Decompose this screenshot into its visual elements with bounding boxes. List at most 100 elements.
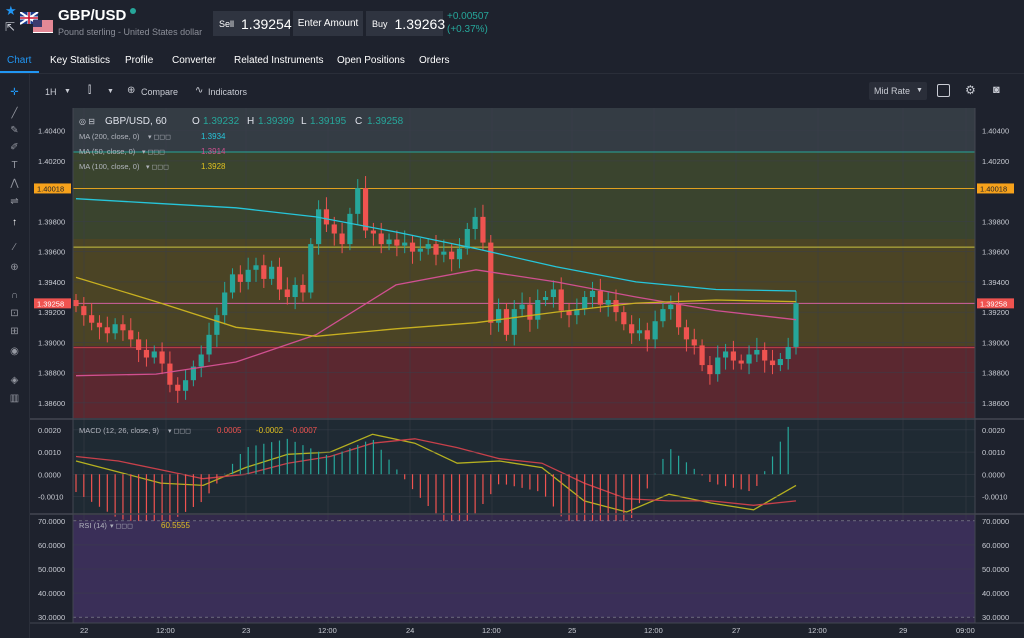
ruler-icon[interactable]: ∕ xyxy=(13,242,16,253)
candle-body xyxy=(245,269,251,282)
tab-related-instruments[interactable]: Related Instruments xyxy=(234,55,324,66)
price-tick-right: 1.40200 xyxy=(982,157,1009,166)
lock-icon[interactable]: ⊞ xyxy=(10,326,19,337)
price-tick-left: 1.39600 xyxy=(38,248,65,257)
ma100-label[interactable]: MA (100, close, 0) xyxy=(79,162,140,171)
time-tick: 29 xyxy=(899,626,907,635)
candle-body xyxy=(253,265,259,270)
pattern-icon[interactable]: ⋀ xyxy=(10,178,19,189)
chevron-down-icon[interactable]: ▾ ◻◻◻ xyxy=(110,523,133,530)
trend-line-icon[interactable]: ╱ xyxy=(11,108,18,119)
brush-icon[interactable]: ✎ xyxy=(10,125,19,136)
lock-icon[interactable]: ⊡ xyxy=(10,308,19,319)
ma50-label[interactable]: MA (50, close, 0) xyxy=(79,147,136,156)
price-badge-label: 1.40018 xyxy=(980,184,1007,193)
candle-body xyxy=(425,244,431,249)
interval-select[interactable]: 1H xyxy=(45,87,57,97)
candle-body xyxy=(206,334,212,355)
candle-body xyxy=(676,304,682,328)
price-badge xyxy=(34,183,71,194)
tab-bar: Chart Key Statistics Profile Converter R… xyxy=(0,48,1024,74)
rsi-tick-right: 70.0000 xyxy=(982,517,1009,526)
trash-icon[interactable]: ▥ xyxy=(9,393,20,404)
star-icon[interactable]: ★ xyxy=(5,3,17,18)
rsi-tick-left: 30.0000 xyxy=(38,613,65,622)
rsi-value: 60.5555 xyxy=(161,521,190,530)
legend-high-label: H xyxy=(247,116,254,127)
eye-icon[interactable]: ◉ xyxy=(10,346,19,357)
tab-open-positions[interactable]: Open Positions xyxy=(337,55,405,66)
magnet-icon[interactable]: ∩ xyxy=(10,290,19,301)
crosshair-icon[interactable]: ✛ xyxy=(10,87,19,98)
rsi-label[interactable]: RSI (14) xyxy=(79,521,107,530)
gear-icon[interactable]: ⚙ xyxy=(965,83,976,97)
buy-button[interactable]: Buy 1.39263 xyxy=(366,11,445,36)
market-open-dot xyxy=(130,8,136,14)
price-badge xyxy=(977,183,1014,194)
chevron-down-icon[interactable]: ▾ ◻◻◻ xyxy=(148,134,171,141)
candle-body xyxy=(722,351,729,358)
brush-icon[interactable]: ✐ xyxy=(10,142,19,153)
candle-body xyxy=(284,289,290,298)
rsi-tick-right: 50.0000 xyxy=(982,565,1009,574)
time-tick: 23 xyxy=(242,626,250,635)
indicators-button[interactable]: Indicators xyxy=(208,87,248,97)
candle-body xyxy=(229,274,236,293)
candle-body xyxy=(574,309,580,316)
candle-body xyxy=(589,290,596,298)
chevron-down-icon[interactable]: ▾ ◻◻◻ xyxy=(146,164,169,171)
price-tick-right: 1.39400 xyxy=(982,278,1009,287)
layers-icon[interactable]: ◈ xyxy=(10,375,19,386)
chevron-down-icon[interactable]: ▾ ◻◻◻ xyxy=(142,149,165,156)
tab-converter[interactable]: Converter xyxy=(172,55,216,66)
price-tick-left: 1.39800 xyxy=(38,217,65,226)
chart-area[interactable]: 1.40018 1.40018 1.39258 1.39258 0.0020 0.002… xyxy=(30,108,1024,638)
tab-profile[interactable]: Profile xyxy=(125,55,154,66)
legend-close: 1.39258 xyxy=(367,116,404,127)
ma200-label[interactable]: MA (200, close, 0) xyxy=(79,132,140,141)
indicators-icon[interactable]: ∿ xyxy=(195,85,204,96)
macd-label[interactable]: MACD (12, 26, close, 9) xyxy=(79,426,160,435)
zoom-icon[interactable]: ⊕ xyxy=(10,262,19,273)
candle-body xyxy=(542,297,549,301)
price-mode-select[interactable]: Mid Rate ▼ xyxy=(869,82,927,100)
enter-amount-button[interactable]: Enter Amount xyxy=(293,11,363,36)
chevron-down-icon[interactable]: ▾ ◻◻◻ xyxy=(168,428,191,435)
fullscreen-icon[interactable] xyxy=(937,84,950,97)
legend-low-label: L xyxy=(301,116,307,127)
candle-body xyxy=(89,315,95,323)
candle-body xyxy=(402,242,408,246)
tab-orders[interactable]: Orders xyxy=(419,55,450,66)
arrow-icon[interactable]: ↑ xyxy=(12,217,17,228)
price-tick-right: 1.39600 xyxy=(982,248,1009,257)
chevron-down-icon[interactable]: ▼ xyxy=(64,88,71,95)
chevron-down-icon[interactable]: ▼ xyxy=(107,88,114,95)
candle-body xyxy=(261,265,267,279)
rsi-tick-left: 50.0000 xyxy=(38,565,65,574)
share-icon[interactable]: ⇱ xyxy=(5,20,16,34)
chart-legend: ◎ ⊟ GBP/USD, 60 O 1.39232 H 1.39399 L 1.… xyxy=(79,116,404,530)
candle-type-icon[interactable]: ⫿ xyxy=(88,85,92,96)
measure-icon[interactable]: ⇌ xyxy=(10,196,19,207)
compare-button[interactable]: Compare xyxy=(141,87,179,97)
candle-body xyxy=(456,248,463,260)
time-tick: 12:00 xyxy=(156,626,175,635)
candle-body xyxy=(644,330,650,340)
time-tick: 12:00 xyxy=(318,626,337,635)
legend-open: 1.39232 xyxy=(203,116,240,127)
tab-key-statistics[interactable]: Key Statistics xyxy=(50,55,111,66)
sell-button[interactable]: Sell 1.39254 xyxy=(213,11,292,36)
text-icon[interactable]: T xyxy=(11,160,18,171)
compare-icon[interactable]: ⊕ xyxy=(127,85,136,96)
tab-chart[interactable]: Chart xyxy=(7,55,32,66)
camera-icon[interactable]: ◙ xyxy=(993,84,1000,96)
time-tick: 12:00 xyxy=(644,626,663,635)
legend-eye-icon[interactable]: ◎ ⊟ xyxy=(79,117,95,126)
candle-body xyxy=(362,188,369,231)
candle-body xyxy=(331,224,337,234)
buy-label: Buy xyxy=(372,18,388,29)
rsi-tick-right: 30.0000 xyxy=(982,613,1009,622)
candle-body xyxy=(378,233,384,245)
price-tick-right: 1.39200 xyxy=(982,308,1009,317)
macd-tick-left: -0.0010 xyxy=(38,492,63,501)
